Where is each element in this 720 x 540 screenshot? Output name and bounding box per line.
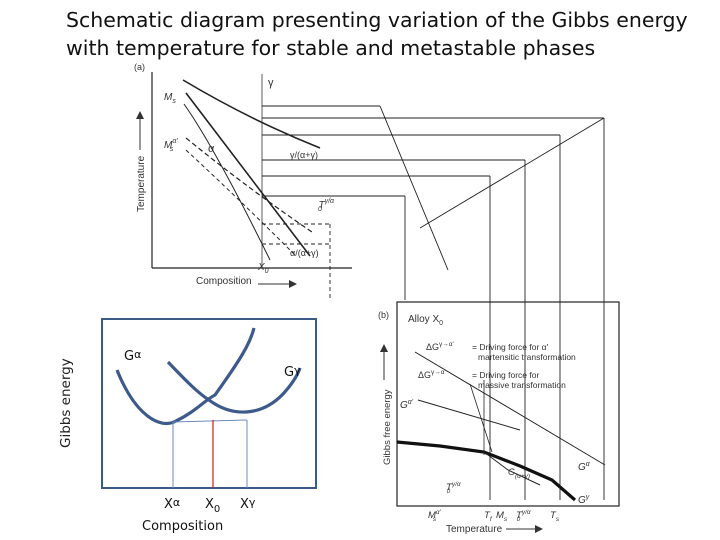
t0-label: Tγ/α 0: [446, 481, 461, 495]
inset-g-alpha: Gα: [124, 348, 141, 364]
panel-b-x-label: Temperature: [446, 524, 503, 535]
label-ms-alpha-prime: Mα' s: [164, 138, 178, 153]
panel-a-tag: (a): [134, 62, 145, 72]
tick-ts: Ts: [550, 510, 560, 523]
g-alpha-prime-label: Gα': [400, 399, 414, 411]
label-ms: Ms: [164, 92, 176, 105]
dg1-text-2: martensitic transformation: [478, 352, 576, 362]
panel-b-tag: (b): [378, 310, 389, 320]
t0-boundary-dashed: [185, 137, 313, 233]
g-alpha-gamma-label: G(α+γ): [508, 467, 530, 480]
inset-x-gamma: Xγ: [240, 496, 256, 512]
g-gamma-inset-curve: [166, 360, 302, 414]
label-alpha: α: [208, 143, 215, 155]
panel-b-alloy: Alloy X0: [408, 314, 443, 327]
g-alpha-curve: [414, 351, 606, 466]
label-gamma-alpha-gamma: γ/(α+γ): [290, 150, 318, 160]
panel-a-y-label: Temperature: [136, 155, 147, 212]
driving-force-arrow: [469, 383, 493, 453]
connector-1: [379, 105, 449, 271]
ms-boundary: [185, 92, 311, 257]
inset-frame: [101, 318, 317, 489]
inset-x-axis-label: Composition: [142, 519, 223, 534]
g-alpha-gamma-curve: [483, 451, 541, 486]
panel-a: (a) Temperature Composition X0: [134, 62, 605, 500]
connector-2: [419, 117, 605, 229]
inset-gibbs-composition: Gα Gγ Xα X0 Xγ Composition: [101, 318, 317, 534]
g-alpha-label: Gα: [578, 461, 591, 473]
inset-g-gamma: Gγ: [284, 364, 301, 380]
g-gamma-label: Gγ: [578, 494, 590, 506]
g-alpha-inset-curve: [115, 327, 256, 426]
label-gamma: γ: [268, 77, 274, 89]
ms-alpha-prime-dashed: [185, 149, 297, 257]
alpha-alpha-gamma-boundary: [183, 103, 271, 261]
g-alpha-prime-curve: [417, 399, 521, 431]
tick-ms: Ms: [496, 510, 508, 523]
label-alpha-alpha-gamma: α/(α+γ): [290, 248, 319, 258]
panel-b: (b) Alloy X0 Gibbs free energy Temperatu…: [378, 301, 620, 535]
common-tangent: [172, 419, 248, 423]
inset-x0: X0: [205, 497, 220, 515]
dg2-text-1: = Driving force for: [472, 370, 539, 380]
label-t0: Tγ/α 0: [318, 198, 335, 213]
dg2-label: ΔGγ→α: [418, 369, 445, 380]
inset-x-alpha: Xα: [164, 496, 180, 512]
tick-tf: Tf: [484, 510, 493, 523]
dg1-text-1: = Driving force for α': [472, 342, 549, 352]
panel-b-ticks: Mα' s Tf Ms Tγ/α 0 Ts: [428, 509, 560, 523]
tick-t0: Tγ/α 0: [516, 509, 531, 523]
g-gamma-curve: [396, 440, 577, 502]
panel-b-y-label: Gibbs free energy: [382, 389, 393, 465]
slide-title: Schematic diagram presenting variation o…: [66, 8, 688, 60]
panel-b-frame: [396, 301, 620, 507]
panel-a-x-label: Composition: [196, 276, 252, 287]
panel-a-x0: X0: [257, 262, 269, 275]
tick-ms-prime: Mα' s: [428, 509, 442, 523]
dg1-label: ΔGγ→α': [426, 341, 454, 352]
gamma-boundary: [182, 79, 321, 149]
dg2-text-2: massive transformation: [478, 380, 566, 390]
